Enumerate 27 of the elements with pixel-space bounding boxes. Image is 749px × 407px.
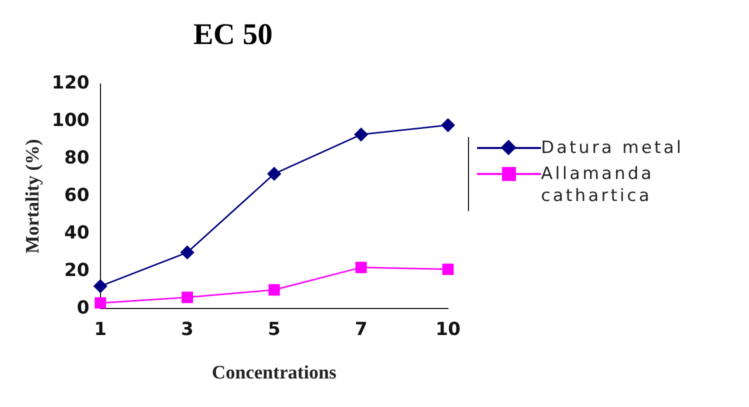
- legend-label: Allamanda cathartica: [541, 162, 655, 206]
- legend-label: Datura metal: [541, 136, 684, 158]
- point: [94, 279, 108, 293]
- y-tick-label: 20: [64, 260, 90, 281]
- point: [268, 284, 280, 296]
- point: [441, 118, 455, 132]
- y-tick-label: 80: [64, 148, 90, 169]
- point: [355, 262, 367, 274]
- chart-title: EC 50: [193, 18, 273, 51]
- x-tick-label: 1: [94, 319, 107, 340]
- x-tick-label: 7: [354, 319, 368, 340]
- point: [354, 128, 368, 142]
- x-axis-title: Concentrations: [212, 362, 336, 384]
- y-tick-label: 0: [76, 297, 90, 318]
- x-tick-label: 3: [181, 319, 194, 340]
- x-tick-label: 10: [435, 319, 461, 340]
- point: [267, 167, 281, 181]
- y-tick-label: 120: [52, 72, 90, 94]
- y-axis-title: Mortality (%): [22, 139, 44, 254]
- y-tick-label: 60: [64, 184, 90, 206]
- point: [442, 264, 454, 275]
- y-tick-label: 100: [52, 110, 90, 132]
- y-tick-label: 40: [64, 222, 90, 244]
- point: [180, 246, 194, 260]
- point: [182, 292, 193, 304]
- x-tick-label: 5: [268, 319, 280, 340]
- point: [94, 297, 106, 309]
